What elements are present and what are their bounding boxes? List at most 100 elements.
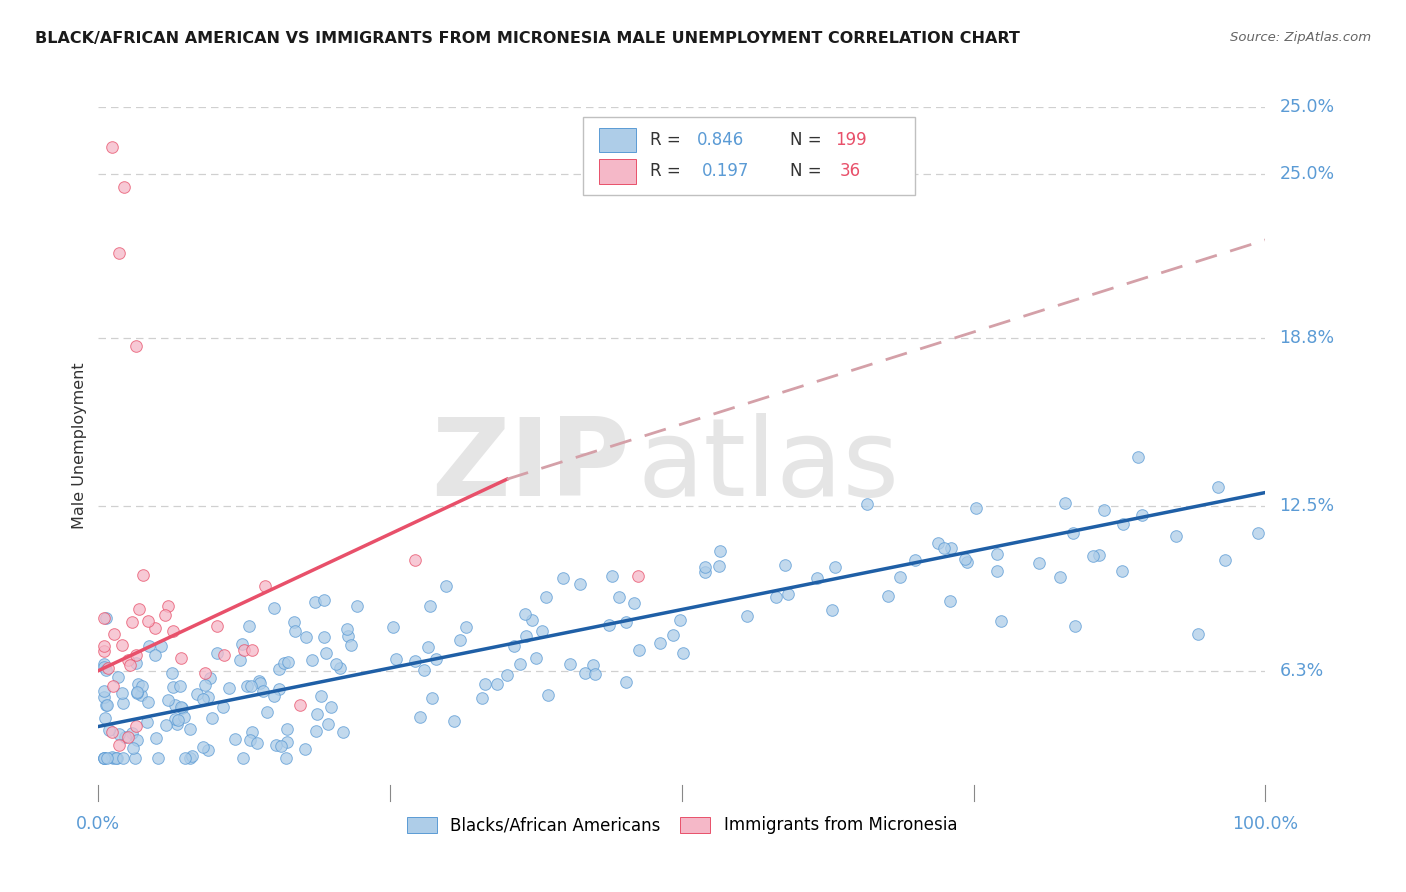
Point xyxy=(277,655,299,669)
Point xyxy=(105,751,128,765)
Point xyxy=(127,685,149,699)
Point xyxy=(105,751,128,765)
Point xyxy=(495,668,517,682)
Point xyxy=(1112,517,1135,532)
Point xyxy=(93,639,115,653)
Point xyxy=(270,739,292,753)
Point xyxy=(269,682,291,697)
Point xyxy=(824,560,846,574)
Point xyxy=(520,613,543,627)
Point xyxy=(129,689,152,703)
Point xyxy=(157,692,180,706)
Point xyxy=(568,577,591,591)
Point xyxy=(146,751,169,765)
Point xyxy=(197,743,219,757)
Point xyxy=(143,648,166,662)
Point xyxy=(179,751,201,765)
Point xyxy=(614,615,637,629)
Point xyxy=(122,740,145,755)
Point xyxy=(96,751,118,765)
Point xyxy=(108,246,131,260)
Point xyxy=(1130,508,1153,523)
Point xyxy=(93,751,115,765)
Text: Source: ZipAtlas.com: Source: ZipAtlas.com xyxy=(1230,31,1371,45)
Point xyxy=(627,568,650,582)
Point xyxy=(98,723,121,737)
Point xyxy=(304,595,326,609)
Point xyxy=(1247,526,1270,541)
Point xyxy=(114,730,136,744)
Point xyxy=(404,553,426,567)
Point xyxy=(1053,496,1076,510)
Point xyxy=(125,339,148,353)
Point xyxy=(169,699,191,714)
Point xyxy=(121,615,143,630)
Point xyxy=(416,640,439,655)
Point xyxy=(294,741,316,756)
Point xyxy=(179,723,201,737)
Text: 25.0%: 25.0% xyxy=(1279,164,1334,183)
Point xyxy=(193,692,215,706)
Point xyxy=(276,751,298,765)
Point xyxy=(385,652,408,666)
Point xyxy=(965,501,987,516)
Point xyxy=(319,700,342,714)
Point xyxy=(939,593,962,607)
Point xyxy=(602,568,624,582)
Point xyxy=(207,646,229,660)
Point xyxy=(111,638,134,652)
Point xyxy=(167,713,190,727)
Text: N =: N = xyxy=(790,131,827,149)
Text: 0.197: 0.197 xyxy=(702,162,749,180)
Point xyxy=(155,718,177,732)
Point xyxy=(695,560,717,574)
Point xyxy=(419,599,441,613)
Text: N =: N = xyxy=(790,162,832,180)
Point xyxy=(295,630,318,644)
Point xyxy=(471,690,494,705)
Point xyxy=(889,570,911,584)
Point xyxy=(229,653,252,667)
Point xyxy=(96,611,118,625)
Point xyxy=(94,663,117,677)
Point xyxy=(305,724,328,739)
Y-axis label: Male Unemployment: Male Unemployment xyxy=(72,363,87,529)
Point xyxy=(307,706,329,721)
Point xyxy=(276,722,298,736)
Point xyxy=(449,632,471,647)
Point xyxy=(93,751,115,765)
Point xyxy=(125,719,148,733)
Point xyxy=(934,541,956,555)
Point xyxy=(120,658,142,673)
Point xyxy=(276,735,298,749)
Point xyxy=(165,712,187,726)
Point xyxy=(309,689,332,703)
Point xyxy=(583,666,606,681)
Point xyxy=(224,732,246,747)
Point xyxy=(1164,529,1187,543)
Point xyxy=(325,657,347,671)
Point xyxy=(346,599,368,614)
Point xyxy=(101,751,124,765)
Point xyxy=(143,621,166,635)
Point xyxy=(194,665,217,680)
FancyBboxPatch shape xyxy=(582,117,915,195)
Point xyxy=(160,666,183,681)
Point xyxy=(205,619,228,633)
Point xyxy=(513,607,536,622)
Point xyxy=(240,725,263,739)
Point xyxy=(515,629,537,643)
Text: 0.0%: 0.0% xyxy=(76,815,121,833)
Point xyxy=(240,643,263,657)
Point xyxy=(97,661,120,675)
Point xyxy=(239,732,262,747)
Point xyxy=(765,590,787,604)
Point xyxy=(153,607,176,622)
Point xyxy=(607,591,630,605)
Point xyxy=(131,679,153,693)
FancyBboxPatch shape xyxy=(599,128,637,153)
Point xyxy=(560,657,582,671)
Text: 36: 36 xyxy=(839,162,860,180)
Point xyxy=(1092,502,1115,516)
Point xyxy=(953,552,976,566)
